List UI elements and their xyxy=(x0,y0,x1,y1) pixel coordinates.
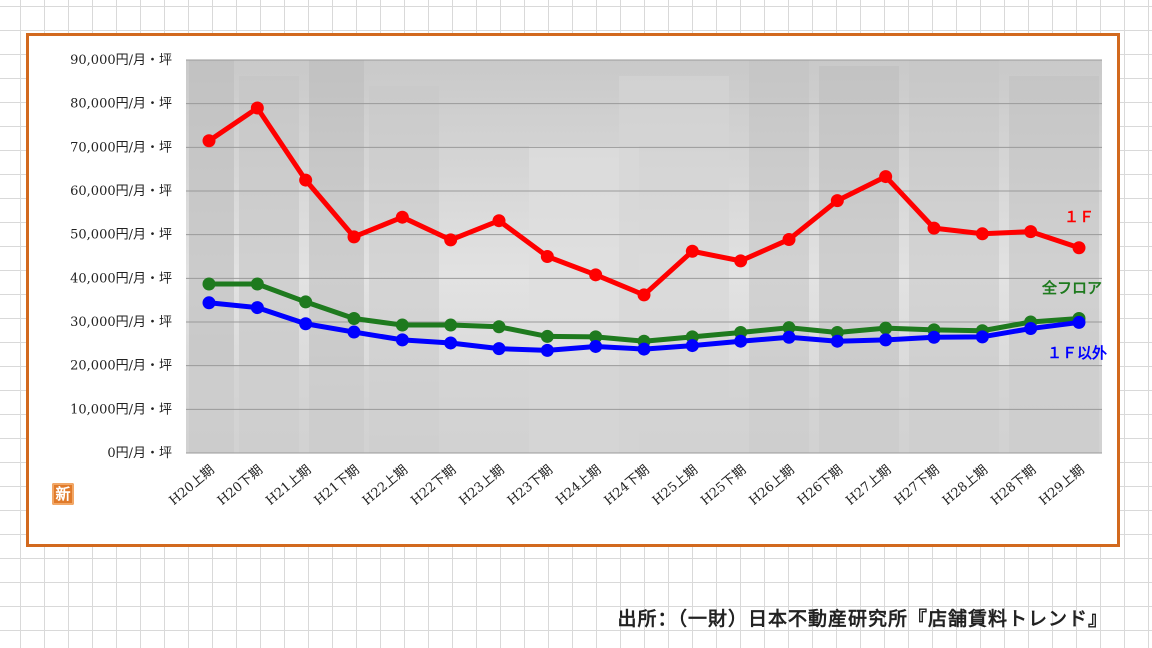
data-point-1f xyxy=(830,194,844,208)
series-labels: １Ｆ 全フロア １Ｆ以外 xyxy=(1041,208,1107,362)
data-point-non-1f xyxy=(202,296,216,310)
data-point-1f xyxy=(637,288,651,302)
chart-frame: 0円/月・坪 10,000円/月・坪 20,000円/月・坪 30,000円/月・坪 4… xyxy=(26,33,1120,547)
series-label-1f: １Ｆ xyxy=(1064,208,1094,226)
data-point-non-1f xyxy=(830,334,844,348)
y-tick-label: 20,000円/月・坪 xyxy=(70,359,172,374)
data-point-all-floors xyxy=(782,321,796,335)
data-point-non-1f xyxy=(444,336,458,350)
data-point-1f xyxy=(395,210,409,224)
data-point-non-1f xyxy=(782,330,796,344)
data-point-1f xyxy=(589,268,603,282)
x-tick-label: H26下期 xyxy=(795,463,846,509)
data-point-all-floors xyxy=(492,320,506,334)
data-point-all-floors xyxy=(299,295,313,309)
data-point-all-floors xyxy=(395,318,409,332)
y-tick-label: 50,000円/月・坪 xyxy=(70,228,172,243)
data-point-non-1f xyxy=(685,339,699,353)
data-point-non-1f xyxy=(975,330,989,344)
y-tick-label: 70,000円/月・坪 xyxy=(70,140,172,155)
x-tick-label: H23上期 xyxy=(457,463,508,509)
y-tick-label: 40,000円/月・坪 xyxy=(70,271,172,286)
y-tick-label: 0円/月・坪 xyxy=(107,446,172,461)
x-tick-label: H29上期 xyxy=(1037,463,1088,509)
series-label-non-1f: １Ｆ以外 xyxy=(1047,344,1107,362)
data-point-1f xyxy=(782,232,796,246)
data-point-all-floors xyxy=(444,318,458,332)
x-axis-ticks: H20上期H20下期H21上期H21下期H22上期H22下期H23上期H23下期… xyxy=(167,463,1088,509)
data-point-all-floors xyxy=(347,312,361,326)
x-tick-label: H25上期 xyxy=(650,463,701,509)
data-point-non-1f xyxy=(1072,315,1086,329)
data-point-1f xyxy=(879,170,893,184)
y-tick-label: 60,000円/月・坪 xyxy=(70,184,172,199)
data-point-all-floors xyxy=(589,330,603,344)
y-tick-label: 10,000円/月・坪 xyxy=(70,402,172,417)
x-tick-label: H24上期 xyxy=(553,463,604,509)
data-point-1f xyxy=(1024,225,1038,239)
data-point-non-1f xyxy=(637,342,651,356)
data-point-non-1f xyxy=(927,330,941,344)
data-point-1f xyxy=(1072,241,1086,255)
y-tick-label: 30,000円/月・坪 xyxy=(70,315,172,330)
data-point-non-1f xyxy=(347,325,361,339)
data-point-all-floors xyxy=(540,329,554,343)
data-point-1f xyxy=(685,244,699,258)
x-tick-label: H20上期 xyxy=(167,463,218,509)
y-tick-label: 90,000円/月・坪 xyxy=(70,53,172,68)
x-tick-label: H24下期 xyxy=(602,463,653,509)
x-tick-label: H26上期 xyxy=(747,463,798,509)
data-point-non-1f xyxy=(395,333,409,347)
x-tick-label: H23下期 xyxy=(505,463,556,509)
x-tick-label: H27下期 xyxy=(892,463,943,509)
data-point-all-floors xyxy=(202,277,216,291)
data-point-non-1f xyxy=(492,342,506,356)
x-tick-label: H21上期 xyxy=(263,463,314,509)
x-tick-label: H22上期 xyxy=(360,463,411,509)
series-lines xyxy=(202,101,1086,357)
x-tick-label: H25下期 xyxy=(698,463,749,509)
data-point-all-floors xyxy=(250,277,264,291)
data-point-non-1f xyxy=(1024,322,1038,336)
y-axis-ticks: 0円/月・坪 10,000円/月・坪 20,000円/月・坪 30,000円/月・坪 4… xyxy=(70,53,172,461)
y-tick-label: 80,000円/月・坪 xyxy=(70,97,172,112)
x-tick-label: H27上期 xyxy=(843,463,894,509)
new-badge: 新 xyxy=(52,483,74,505)
data-point-1f xyxy=(299,173,313,187)
x-tick-label: H28上期 xyxy=(940,463,991,509)
data-point-1f xyxy=(540,250,554,263)
x-tick-label: H22下期 xyxy=(408,463,459,509)
series-1f xyxy=(202,101,1086,302)
y-gridlines xyxy=(186,59,1102,454)
data-point-1f xyxy=(975,227,989,241)
data-point-1f xyxy=(927,221,941,235)
series-non-1f xyxy=(202,296,1086,357)
data-point-1f xyxy=(202,134,216,148)
x-tick-label: H28下期 xyxy=(988,463,1039,509)
line-chart: 0円/月・坪 10,000円/月・坪 20,000円/月・坪 30,000円/月・坪 4… xyxy=(70,53,1107,509)
data-point-non-1f xyxy=(250,301,264,315)
street-photo-background xyxy=(186,60,1102,453)
data-point-non-1f xyxy=(734,334,748,348)
source-note: 出所：（一財）日本不動産研究所『店舗賃料トレンド』 xyxy=(617,608,1108,630)
series-label-all-floors: 全フロア xyxy=(1041,279,1102,297)
data-point-1f xyxy=(734,254,748,268)
data-point-1f xyxy=(347,230,361,244)
data-point-1f xyxy=(444,233,458,247)
data-point-1f xyxy=(250,101,264,115)
data-point-non-1f xyxy=(589,339,603,353)
data-point-all-floors xyxy=(879,321,893,335)
data-point-1f xyxy=(492,214,506,228)
data-point-non-1f xyxy=(879,333,893,347)
data-point-non-1f xyxy=(540,343,554,357)
x-tick-label: H21下期 xyxy=(312,463,363,509)
data-point-non-1f xyxy=(299,317,313,331)
x-tick-label: H20下期 xyxy=(215,463,266,509)
